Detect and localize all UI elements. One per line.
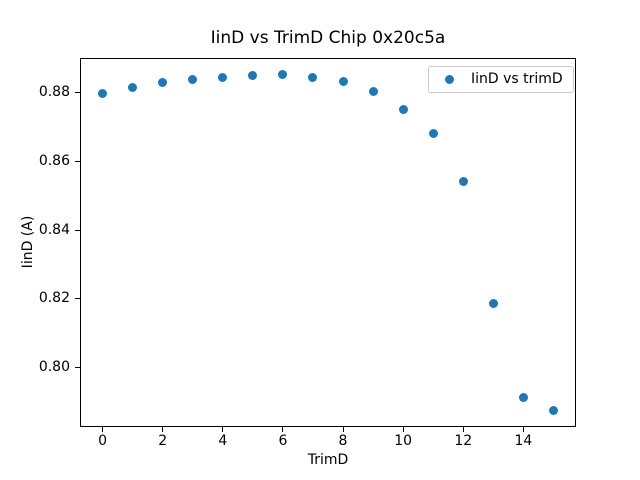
- data-point: [488, 299, 498, 309]
- x-tick-mark: [522, 427, 524, 433]
- data-point: [128, 82, 138, 92]
- x-tick-label: 12: [454, 433, 473, 450]
- x-tick-mark: [402, 427, 404, 433]
- data-point: [98, 89, 108, 99]
- data-point: [428, 128, 438, 138]
- chart-title: IinD vs TrimD Chip 0x20c5a: [210, 28, 446, 48]
- data-point: [248, 71, 258, 81]
- data-point: [218, 73, 228, 83]
- x-axis-label: TrimD: [307, 452, 349, 468]
- data-point: [518, 392, 528, 402]
- data-point: [368, 87, 378, 97]
- y-tick-mark: [75, 366, 80, 368]
- legend-marker-icon: [445, 75, 454, 84]
- data-point: [308, 73, 318, 83]
- x-tick-label: 14: [514, 433, 533, 450]
- x-tick-mark: [102, 427, 104, 433]
- y-tick-mark: [75, 92, 80, 94]
- y-tick-mark: [75, 298, 80, 300]
- y-tick-mark: [75, 229, 80, 231]
- x-tick-label: 10: [394, 433, 413, 450]
- legend: IinD vs trimD: [428, 66, 574, 93]
- x-tick-label: 2: [158, 433, 168, 450]
- x-tick-mark: [342, 427, 344, 433]
- legend-label: IinD vs trimD: [471, 71, 563, 87]
- y-tick-label: 0.86: [38, 153, 70, 170]
- x-tick-mark: [462, 427, 464, 433]
- x-tick-label: 4: [218, 433, 228, 450]
- x-tick-label: 0: [98, 433, 107, 450]
- y-tick-label: 0.82: [38, 290, 70, 307]
- x-tick-label: 8: [338, 433, 348, 450]
- y-tick-label: 0.88: [38, 84, 70, 101]
- data-point: [278, 69, 288, 79]
- data-point: [548, 405, 558, 415]
- x-tick-mark: [162, 427, 164, 433]
- plot-area: [80, 57, 576, 428]
- y-tick-label: 0.80: [38, 358, 70, 375]
- data-point: [398, 104, 408, 114]
- y-tick-mark: [75, 161, 80, 163]
- data-point: [188, 74, 198, 84]
- x-tick-label: 6: [278, 433, 288, 450]
- x-tick-mark: [222, 427, 224, 433]
- data-point: [158, 78, 168, 88]
- x-tick-mark: [282, 427, 284, 433]
- data-point: [458, 176, 468, 186]
- y-tick-label: 0.84: [38, 221, 70, 238]
- data-point: [338, 77, 348, 87]
